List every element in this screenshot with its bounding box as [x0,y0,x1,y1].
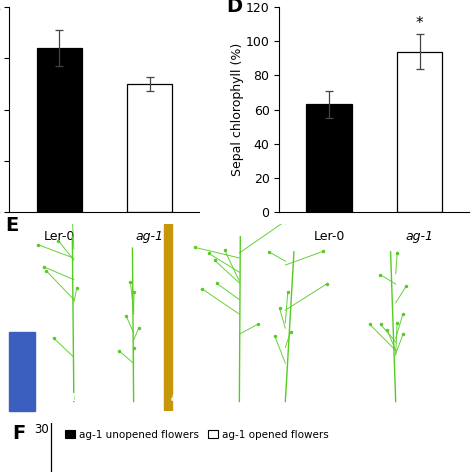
Text: 30: 30 [34,423,48,436]
Bar [9,332,35,411]
Bar [306,104,352,212]
Bar [397,52,442,212]
Text: E: E [5,216,18,235]
Text: Ler-0: Ler-0 [313,230,345,244]
Text: Ler-0: Ler-0 [397,393,427,403]
Bar [36,48,82,212]
Text: ag-1: ag-1 [136,230,164,244]
Bar [127,84,173,212]
Text: ag-1: ag-1 [405,230,434,244]
Legend: ag-1 unopened flowers, ag-1 opened flowers: ag-1 unopened flowers, ag-1 opened flowe… [61,425,333,444]
Y-axis label: Sepal chlorophyll (%): Sepal chlorophyll (%) [231,43,244,176]
Text: ag-1: ag-1 [52,393,78,403]
Text: ag-1: ag-1 [286,393,312,403]
Text: ag-1: ag-1 [171,393,197,403]
Text: D: D [226,0,242,16]
Text: F: F [12,424,25,443]
Text: *: * [416,16,423,31]
Bar [164,224,172,411]
Text: Ler-0: Ler-0 [44,230,75,244]
